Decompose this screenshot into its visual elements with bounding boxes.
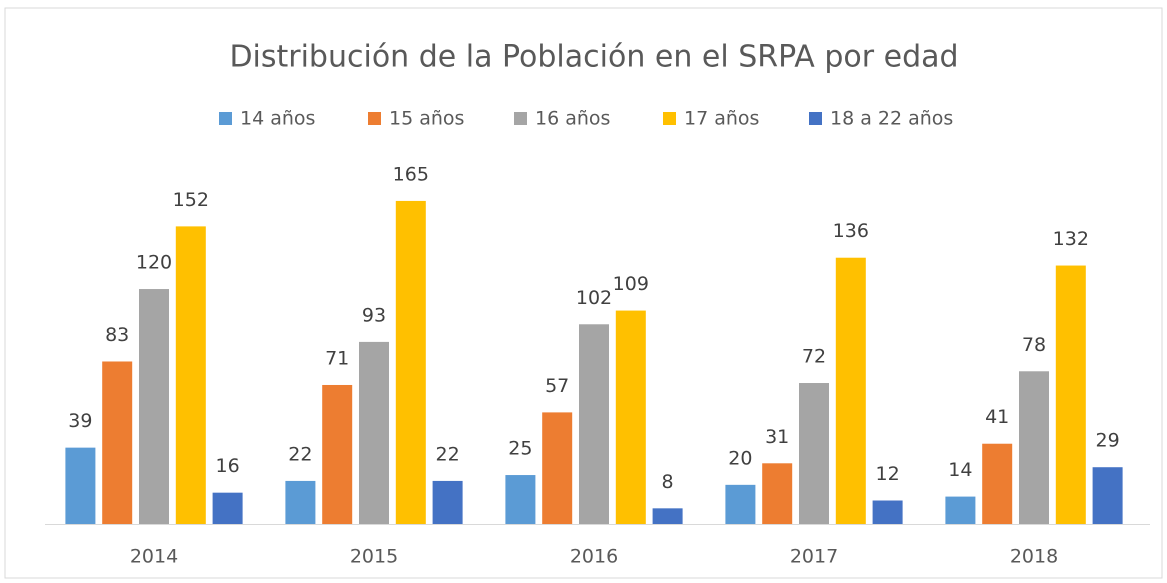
data-label: 39	[68, 410, 92, 432]
x-tick-label: 2014	[130, 546, 178, 568]
data-label: 20	[728, 447, 752, 469]
data-label: 22	[288, 443, 312, 465]
bar	[1055, 265, 1086, 524]
bar	[359, 341, 389, 524]
bar	[65, 447, 96, 524]
legend-label: 14 años	[240, 108, 315, 130]
bar	[615, 310, 646, 524]
legend-swatch	[809, 112, 822, 125]
data-label: 136	[833, 220, 869, 242]
legend-swatch	[663, 112, 676, 125]
bar	[835, 257, 866, 524]
x-tick-label: 2018	[1010, 546, 1058, 568]
data-label: 22	[436, 443, 460, 465]
bar	[725, 484, 756, 524]
bar	[579, 324, 609, 524]
bar	[432, 480, 463, 524]
data-label: 132	[1053, 228, 1089, 250]
data-label: 25	[508, 438, 532, 460]
legend-label: 17 años	[684, 108, 759, 130]
data-label: 120	[136, 252, 172, 274]
bar	[872, 500, 903, 524]
data-label: 41	[985, 406, 1009, 428]
bar	[1019, 371, 1049, 524]
bar	[139, 289, 169, 524]
bar	[102, 361, 133, 524]
legend-label: 18 a 22 años	[830, 108, 953, 130]
bar	[945, 496, 976, 524]
bar	[322, 384, 353, 524]
bar	[982, 443, 1013, 524]
bar	[652, 508, 683, 524]
data-label: 8	[662, 471, 674, 493]
bar	[1092, 467, 1123, 524]
data-label: 71	[325, 347, 349, 369]
x-tick-label: 2016	[570, 546, 618, 568]
legend-swatch	[368, 112, 381, 125]
bar	[762, 463, 793, 524]
bar	[505, 475, 536, 524]
x-tick-label: 2015	[350, 546, 398, 568]
data-label: 14	[948, 459, 972, 481]
data-label: 78	[1022, 334, 1046, 356]
bar	[175, 226, 206, 524]
data-label: 29	[1096, 430, 1120, 452]
bar	[542, 412, 573, 524]
data-label: 72	[802, 346, 826, 368]
data-label: 12	[876, 463, 900, 485]
bar	[799, 383, 829, 524]
bar	[395, 200, 426, 524]
legend-label: 15 años	[389, 108, 464, 130]
data-label: 165	[393, 163, 429, 185]
legend-label: 16 años	[535, 108, 610, 130]
data-label: 102	[576, 287, 612, 309]
data-label: 109	[613, 273, 649, 295]
data-label: 152	[173, 189, 209, 211]
chart-title: Distribución de la Población en el SRPA …	[229, 40, 958, 75]
x-tick-label: 2017	[790, 546, 838, 568]
data-label: 31	[765, 426, 789, 448]
data-label: 93	[362, 304, 386, 326]
data-label: 57	[545, 375, 569, 397]
legend-swatch	[219, 112, 232, 125]
bar	[285, 480, 316, 524]
legend-swatch	[514, 112, 527, 125]
bar	[212, 492, 243, 524]
data-label: 16	[216, 455, 240, 477]
data-label: 83	[105, 324, 129, 346]
